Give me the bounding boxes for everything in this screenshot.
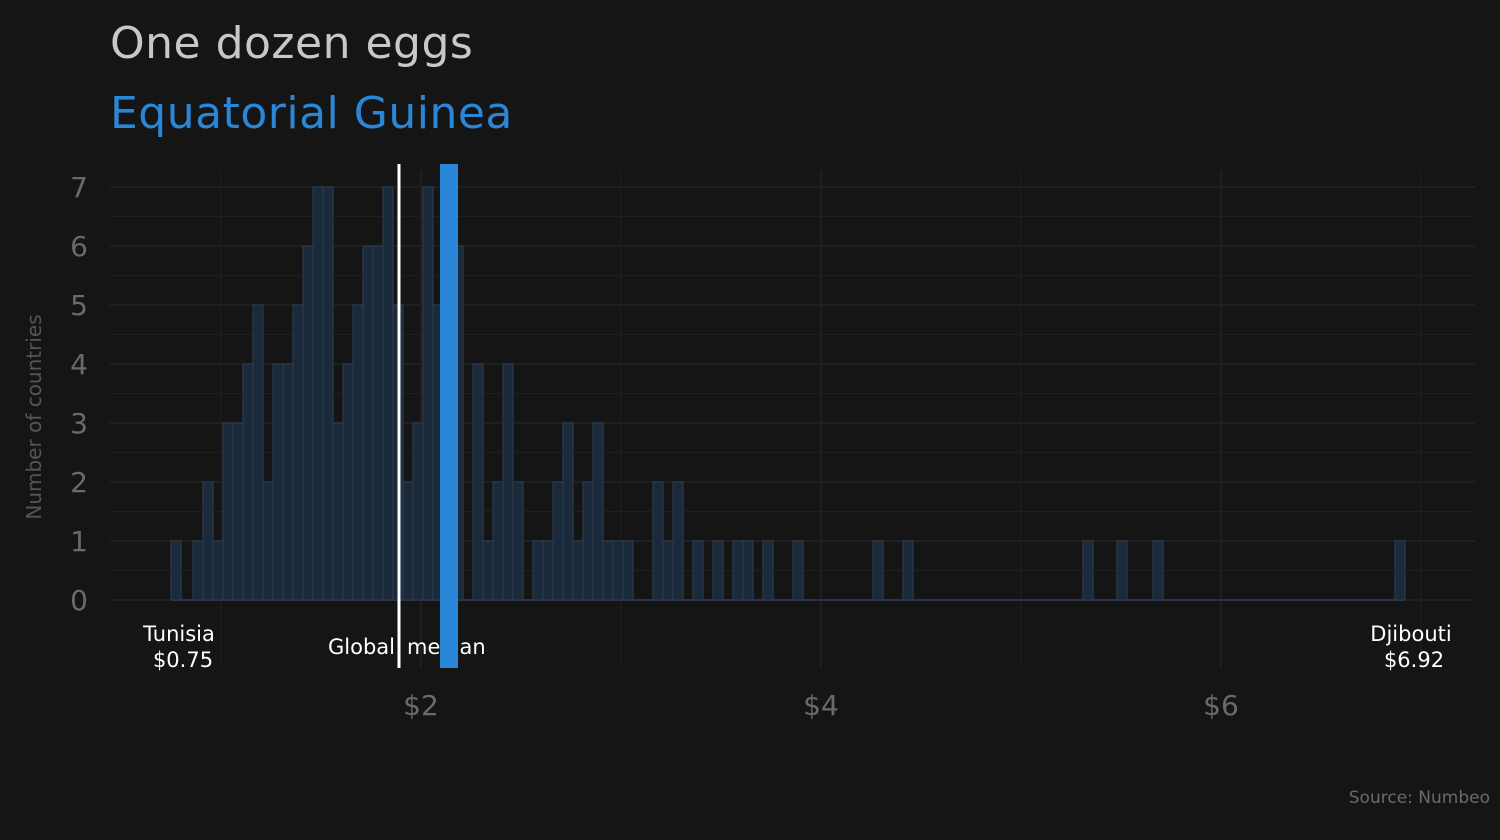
- histogram-bar: [872, 540, 884, 601]
- histogram-bar: [272, 363, 284, 601]
- histogram-bar: [292, 304, 304, 601]
- y-tick-label: 2: [70, 466, 88, 499]
- histogram-bar: [1082, 540, 1094, 601]
- histogram-bar: [1116, 540, 1128, 601]
- histogram-bar: [492, 481, 504, 601]
- x-tick-label: $6: [1203, 689, 1239, 722]
- histogram-bar: [592, 422, 604, 601]
- histogram-bar: [672, 481, 684, 601]
- max-country-price: $6.92: [1384, 648, 1444, 672]
- histogram-bar: [202, 481, 214, 601]
- histogram-bar: [542, 540, 554, 601]
- histogram-bar: [242, 363, 254, 601]
- x-tick-label: $4: [803, 689, 839, 722]
- histogram-bar: [562, 422, 574, 601]
- histogram-bar: [170, 540, 182, 601]
- histogram-bar: [602, 540, 614, 601]
- histogram-bar: [422, 186, 434, 601]
- histogram-bar: [312, 186, 324, 601]
- chart-title: One dozen eggs: [110, 18, 474, 69]
- histogram-bar: [572, 540, 584, 601]
- histogram-bar: [372, 245, 384, 601]
- histogram-bar: [472, 363, 484, 601]
- histogram-bar: [212, 540, 224, 601]
- min-country-price: $0.75: [153, 648, 213, 672]
- histogram-bar: [342, 363, 354, 601]
- histogram-bar: [282, 363, 294, 601]
- y-tick-label: 0: [70, 584, 88, 617]
- histogram-bar: [792, 540, 804, 601]
- y-tick-label: 6: [70, 230, 88, 263]
- histogram-bar: [262, 481, 274, 601]
- histogram-bar: [302, 245, 314, 601]
- histogram-bar: [232, 422, 244, 601]
- histogram-bar: [652, 481, 664, 601]
- histogram-bar: [352, 304, 364, 601]
- histogram-bar: [662, 540, 674, 601]
- histogram-bar: [322, 186, 334, 601]
- source-note: Source: Numbeo: [1348, 788, 1490, 808]
- histogram-bar: [762, 540, 774, 601]
- y-tick-label: 5: [70, 289, 88, 322]
- histogram-bar: [902, 540, 914, 601]
- histogram-bar: [402, 481, 414, 601]
- histogram-bar: [382, 186, 394, 601]
- histogram-bar: [332, 422, 344, 601]
- y-tick-label: 7: [70, 171, 88, 204]
- histogram-bar: [622, 540, 634, 601]
- y-tick-label: 4: [70, 348, 88, 381]
- histogram-bar: [532, 540, 544, 601]
- histogram-bar: [612, 540, 624, 601]
- histogram-bar: [192, 540, 204, 601]
- highlight-country-line: [440, 164, 458, 668]
- y-tick-label: 3: [70, 407, 88, 440]
- histogram-bar: [1394, 540, 1406, 601]
- histogram-bar: [502, 363, 514, 601]
- histogram-bar: [582, 481, 594, 601]
- histogram-bar: [252, 304, 264, 601]
- chart-subtitle: Equatorial Guinea: [110, 88, 513, 139]
- histogram-bar: [512, 481, 524, 601]
- histogram-bar: [362, 245, 374, 601]
- histogram-bar: [1152, 540, 1164, 601]
- histogram-bar: [712, 540, 724, 601]
- histogram-bar: [552, 481, 564, 601]
- histogram-bar: [222, 422, 234, 601]
- histogram-bar: [692, 540, 704, 601]
- histogram-bar: [412, 422, 424, 601]
- max-country-name: Djibouti: [1370, 622, 1451, 646]
- y-tick-label: 1: [70, 525, 88, 558]
- histogram-bar: [742, 540, 754, 601]
- x-tick-label: $2: [403, 689, 439, 722]
- min-country-name: Tunisia: [142, 622, 215, 646]
- global-median-label-left: Global: [328, 635, 395, 659]
- histogram-bar: [732, 540, 744, 601]
- histogram-bar: [482, 540, 494, 601]
